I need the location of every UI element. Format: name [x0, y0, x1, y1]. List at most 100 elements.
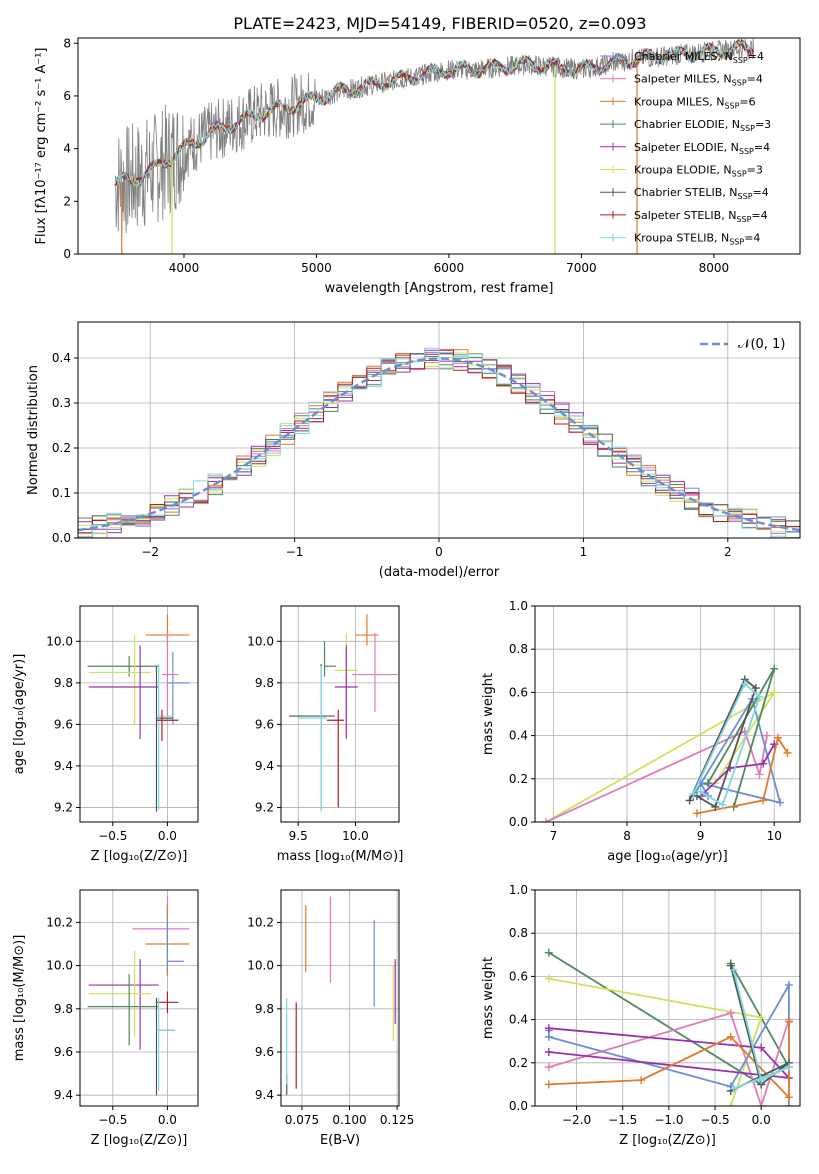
x-tick-label: −0.5: [700, 1113, 729, 1127]
weight-line-salpeter-elodie: [699, 743, 775, 797]
weight-marker: [544, 1080, 553, 1089]
weight-marker: [770, 664, 779, 673]
weight-marker: [784, 1063, 793, 1072]
weight-marker: [711, 802, 720, 811]
mass-vs-EBV-panel: 0.075 0.100 0.125 9.4 9.6 9.8 10.0 10.2 E(B-V): [247, 889, 414, 1148]
y-tick-label: 9.4: [255, 759, 274, 773]
weight-marker: [544, 1032, 553, 1041]
y-tick-label: 9.2: [54, 800, 73, 814]
x-axis-label: wavelength [Angstrom, rest frame]: [325, 281, 554, 296]
y-tick-label: 10.0: [247, 959, 274, 973]
gaussian-curve: [78, 357, 800, 532]
weight-marker: [755, 770, 764, 779]
weight-marker: [757, 1076, 766, 1085]
residuals-plot-area: [78, 347, 800, 538]
y-tick-label: 10.0: [46, 634, 73, 648]
x-tick-label: 10.0: [342, 829, 369, 843]
x-tick-label: 0.075: [285, 1113, 319, 1127]
weight-marker: [757, 1043, 766, 1052]
weight-marker: [689, 789, 698, 798]
y-axis-label: Flux [fλ10⁻¹⁷ erg cm⁻² s⁻¹ A⁻¹]: [34, 48, 49, 245]
weight-marker: [685, 796, 694, 805]
legend-label: Chabrier MILES, NSSP=4: [634, 50, 764, 65]
spectrum-plot-area: [114, 38, 755, 254]
x-tick-label: 10: [767, 829, 782, 843]
x-tick-label: −1.5: [608, 1113, 637, 1127]
axes-frame: [77, 321, 801, 539]
legend-tail: =4: [747, 73, 763, 86]
x-tick-label: 5000: [301, 261, 332, 275]
weight-marker: [773, 733, 782, 742]
axes-frame: [79, 889, 199, 1107]
legend-label: Salpeter MILES, NSSP=4: [634, 73, 763, 88]
x-tick-label: 8000: [699, 261, 730, 275]
weight-marker: [729, 965, 738, 974]
x-tick-label: 0.0: [752, 1113, 771, 1127]
legend-label: Salpeter STELIB, NSSP=4: [634, 209, 768, 224]
y-tick-label: 0.0: [509, 815, 528, 829]
y-axis-label: mass weight: [481, 673, 496, 755]
weight-line-salpeter-miles: [545, 730, 768, 822]
y-tick-label: 0.6: [509, 685, 528, 699]
weight-marker: [757, 1102, 766, 1106]
y-tick-label: 9.4: [54, 759, 73, 773]
weight-marker: [637, 1076, 646, 1085]
y-tick-label: 9.4: [54, 1088, 73, 1102]
y-tick-label: 1.0: [509, 883, 528, 897]
weight-marker: [544, 1024, 553, 1033]
x-axis-label: (data-model)/error: [379, 565, 500, 580]
y-tick-label: 9.2: [255, 800, 274, 814]
weight-line-chabrier-stelib: [688, 677, 757, 809]
legend-tail: =4: [744, 232, 760, 245]
y-tick-label: 10.2: [247, 915, 274, 929]
y-tick-label: 10.0: [46, 959, 73, 973]
x-tick-label: 0.125: [380, 1113, 414, 1127]
y-tick-label: 0: [63, 247, 71, 261]
y-axis-label: mass [log₁₀(M/M⊙)]: [12, 935, 27, 1062]
axes-frame: [534, 605, 801, 823]
axes-frame: [79, 605, 199, 823]
y-tick-label: 10.0: [247, 634, 274, 648]
x-tick-label: 8: [623, 829, 631, 843]
legend-sub: SSP: [724, 101, 739, 110]
legend-sub: SSP: [738, 192, 753, 201]
spectrum-legend: Chabrier MILES, NSSP=4 Salpeter MILES, NS…: [600, 50, 771, 247]
weight-marker: [759, 796, 768, 805]
weight-marker: [718, 800, 727, 809]
legend-label: Chabrier STELIB, NSSP=4: [634, 186, 769, 201]
y-tick-label: 0.0: [52, 531, 71, 545]
figure-title: PLATE=2423, MJD=54149, FIBERID=0520, z=0…: [233, 14, 646, 33]
legend-tail: =6: [739, 95, 755, 108]
legend-sub: SSP: [740, 124, 755, 133]
x-axis-label: Z [log₁₀(Z/Z⊙)]: [91, 849, 188, 864]
legend-sub: SSP: [733, 56, 748, 65]
y-tick-label: 9.8: [54, 1002, 73, 1016]
legend-tail: =4: [748, 50, 764, 63]
y-tick-label: 2: [63, 194, 71, 208]
weight-marker: [784, 981, 793, 990]
y-tick-label: 0.3: [52, 396, 71, 410]
x-tick-label: 0.0: [158, 1113, 177, 1127]
legend-sub: SSP: [732, 79, 747, 88]
legend-tail: =4: [753, 186, 769, 199]
x-tick-label: −1: [286, 545, 304, 559]
histogram-kroupa-stelib: [78, 347, 800, 537]
y-tick-label: 9.6: [255, 717, 274, 731]
y-tick-label: 9.6: [54, 717, 73, 731]
x-axis-label: Z [log₁₀(Z/Z⊙)]: [619, 1133, 716, 1148]
y-tick-label: 9.6: [255, 1045, 274, 1059]
weight-marker: [544, 974, 553, 983]
y-tick-label: 9.4: [255, 1088, 274, 1102]
y-tick-label: 0.8: [509, 926, 528, 940]
y-axis-label: mass weight: [481, 957, 496, 1039]
x-tick-label: 2: [724, 545, 732, 559]
weight-marker: [776, 798, 785, 807]
y-tick-label: 10.2: [46, 915, 73, 929]
weight-marker: [544, 1063, 553, 1072]
weight-marker: [755, 692, 764, 701]
y-axis-label: age [log₁₀(age/yr)]: [12, 654, 27, 775]
legend-label: Salpeter ELODIE, NSSP=4: [634, 141, 770, 156]
legend-tail: =3: [755, 118, 771, 131]
x-tick-label: −2.0: [562, 1113, 591, 1127]
